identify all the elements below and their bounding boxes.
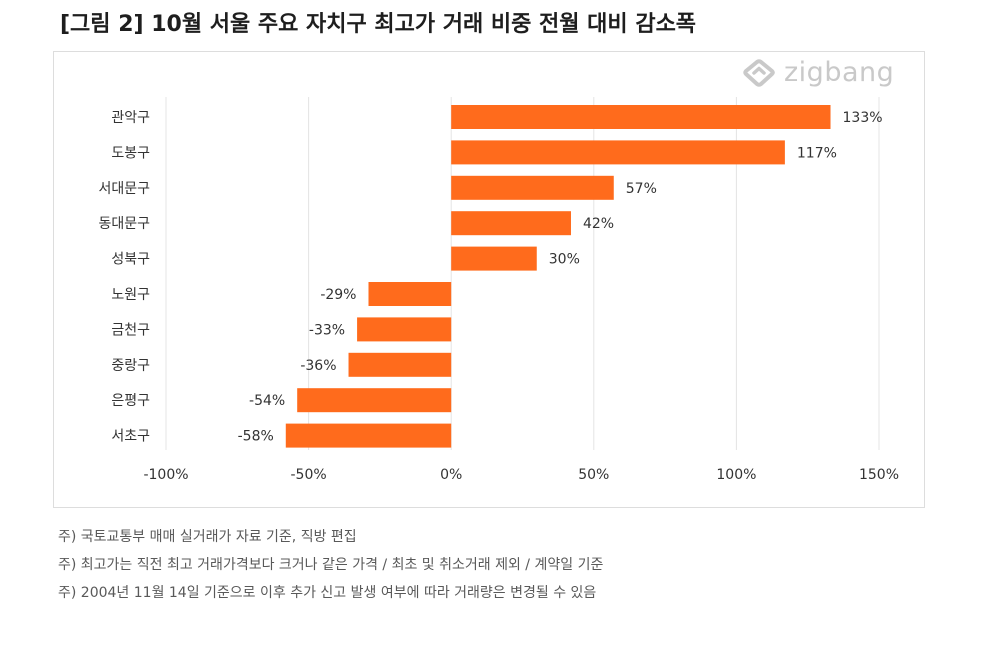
category-label: 서초구 [111, 429, 150, 445]
bar [451, 175, 614, 200]
bar [285, 423, 452, 448]
zigbang-house-logo-icon [743, 58, 775, 87]
footnote-source: 주) 국토교통부 매매 실거래가 자료 기준, 직방 편집 [58, 529, 357, 545]
category-label: 도봉구 [111, 145, 150, 161]
footnote-definition: 주) 최고가는 직전 최고 거래가격보다 크거나 같은 가격 / 최초 및 취소… [58, 557, 604, 573]
data-label: -58% [238, 429, 274, 445]
bar [357, 317, 452, 342]
footnote-disclaimer: 주) 2004년 11월 14일 기준으로 이후 추가 신고 발생 여부에 따라… [58, 585, 597, 601]
x-tick-label: -100% [143, 467, 188, 483]
bar [348, 352, 452, 377]
data-label: -29% [320, 287, 356, 303]
page-title: [그림 2] 10월 서울 주요 자치구 최고가 거래 비중 전월 대비 감소폭 [60, 12, 697, 37]
data-label: 117% [797, 145, 837, 161]
bar [451, 140, 785, 165]
bar [297, 388, 452, 413]
data-label: 57% [626, 181, 657, 197]
bar [451, 211, 571, 236]
bar [368, 282, 452, 306]
data-label: -33% [309, 322, 345, 338]
bar-chart: -100% -50% 0% 50% 100% 150% 관악구 133% 도봉구 117% 서대문구… [98, 97, 899, 483]
category-label: 서대문구 [98, 181, 150, 197]
data-label: 30% [549, 252, 580, 268]
bar [451, 246, 537, 271]
x-tick-label: 0% [440, 467, 462, 483]
category-label: 노원구 [111, 287, 150, 303]
zigbang-logo-text: zigbang [784, 57, 895, 88]
data-label: 42% [583, 216, 614, 232]
category-label: 은평구 [111, 393, 150, 409]
category-label: 중랑구 [111, 358, 150, 374]
x-tick-label: 50% [578, 467, 609, 483]
x-tick-label: -50% [291, 467, 327, 483]
bar [451, 105, 831, 129]
x-tick-label: 100% [716, 467, 756, 483]
data-label: 133% [843, 110, 883, 126]
category-label: 금천구 [111, 322, 150, 338]
x-tick-label: 150% [859, 467, 899, 483]
category-label: 성북구 [111, 252, 150, 268]
data-label: -36% [300, 358, 336, 374]
category-label: 관악구 [111, 110, 150, 126]
category-label: 동대문구 [98, 216, 150, 232]
data-label: -54% [249, 393, 285, 409]
zigbang-logo: zigbang [742, 57, 894, 88]
footnotes: 주) 국토교통부 매매 실거래가 자료 기준, 직방 편집 주) 최고가는 직전… [58, 527, 603, 611]
